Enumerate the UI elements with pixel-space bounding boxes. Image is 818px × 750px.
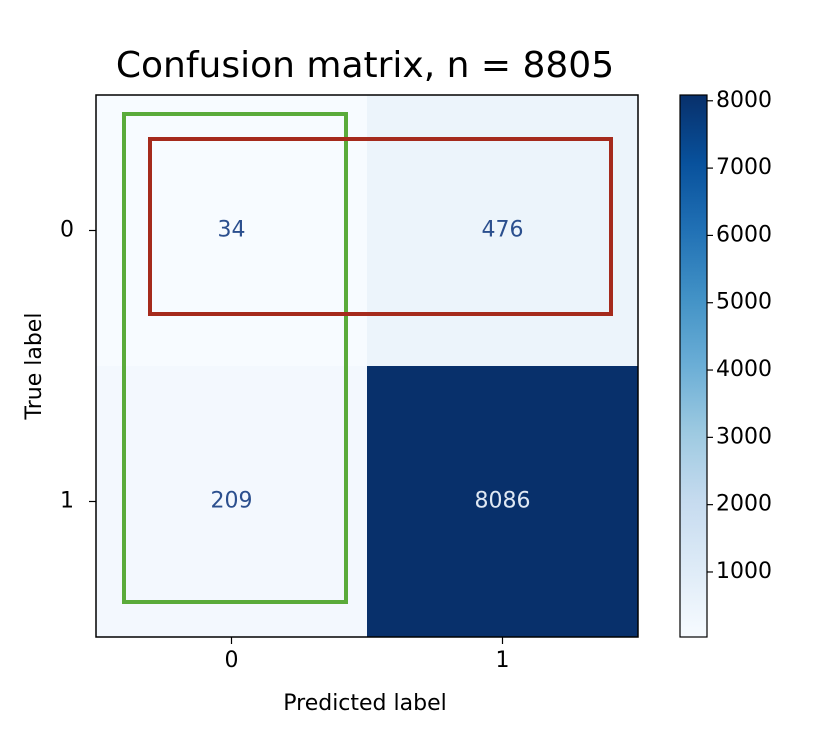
x-tick-label: 1 — [496, 648, 510, 673]
cell — [367, 366, 638, 637]
cell-label: 476 — [482, 218, 524, 243]
colorbar-tick-label: 4000 — [716, 357, 772, 382]
matrix — [96, 95, 638, 637]
colorbar-tick-label: 7000 — [716, 155, 772, 180]
y-axis-label: True label — [22, 313, 47, 421]
highlight-box-green — [122, 112, 348, 604]
colorbar-tick-label: 6000 — [716, 222, 772, 247]
colorbar — [679, 94, 708, 638]
chart-title: Confusion matrix, n = 8805 — [116, 45, 614, 86]
cell-label: 34 — [218, 218, 246, 243]
cell-label: 8086 — [475, 489, 531, 514]
highlight-box-red — [148, 137, 613, 316]
colorbar-tick-label: 3000 — [716, 424, 772, 449]
colorbar-tick-label: 1000 — [716, 559, 772, 584]
colorbar-tick-label: 5000 — [716, 290, 772, 315]
y-tick-label: 1 — [60, 489, 74, 514]
cell-label: 209 — [211, 489, 253, 514]
x-tick-label: 0 — [225, 648, 239, 673]
colorbar-tick-label: 2000 — [716, 492, 772, 517]
colorbar-tick-label: 8000 — [716, 88, 772, 113]
x-axis-label: Predicted label — [283, 691, 446, 716]
y-tick-label: 0 — [60, 218, 74, 243]
cell — [96, 366, 367, 637]
axes-frame — [95, 94, 639, 638]
